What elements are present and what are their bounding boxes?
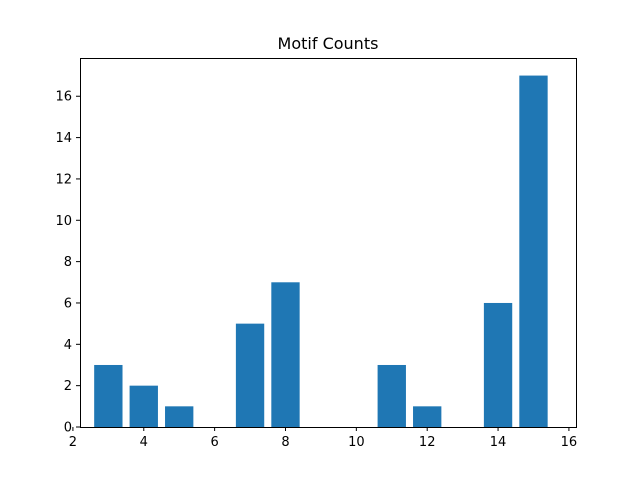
bar-3: [94, 364, 123, 427]
x-tick-label: 16: [561, 435, 578, 450]
bar-4: [129, 385, 158, 427]
bar-12: [413, 406, 442, 427]
y-tick-label: 14: [55, 131, 72, 146]
y-tick-label: 2: [64, 379, 72, 394]
x-axis-ticks: 2 4 6 8 10 12 14 16: [69, 427, 577, 450]
x-tick-label: 6: [210, 435, 218, 450]
bar-11: [377, 364, 406, 427]
bar-7: [235, 323, 265, 427]
x-tick-label: 14: [490, 435, 507, 450]
chart-title: Motif Counts: [278, 34, 379, 53]
bars-group: [94, 75, 548, 428]
y-tick-label: 4: [64, 338, 72, 353]
y-axis-ticks: 0 2 4 6 8 10 12 14 16: [55, 90, 80, 436]
bar-8: [271, 282, 300, 427]
y-tick-label: 16: [55, 90, 72, 105]
y-tick-label: 12: [55, 172, 72, 187]
plot-frame: [80, 58, 577, 428]
y-tick-label: 10: [55, 214, 72, 229]
x-tick-label: 2: [69, 435, 77, 450]
x-tick-label: 12: [419, 435, 436, 450]
y-tick-label: 0: [64, 421, 72, 436]
x-tick-label: 4: [140, 435, 148, 450]
bar-14: [483, 302, 513, 427]
y-tick-label: 8: [64, 255, 72, 270]
x-tick-label: 10: [348, 435, 365, 450]
bar-5: [165, 406, 194, 427]
bar-15: [519, 75, 548, 428]
y-tick-label: 6: [64, 296, 72, 311]
x-tick-label: 8: [281, 435, 289, 450]
